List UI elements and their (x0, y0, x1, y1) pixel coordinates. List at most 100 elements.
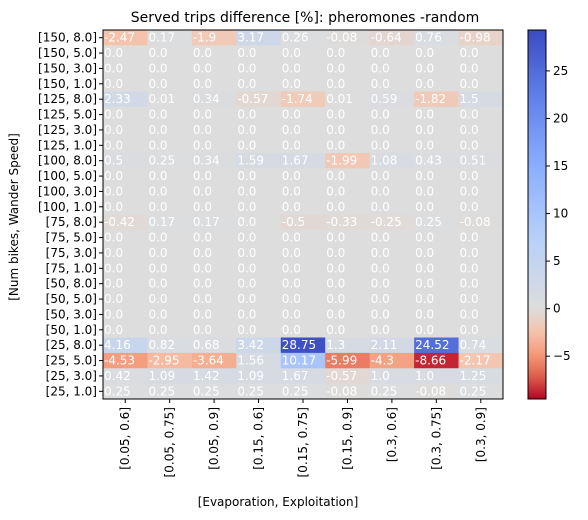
heatmap-cell (191, 260, 237, 277)
x-tick-label: [0.15, 0.75] (296, 407, 310, 477)
heatmap-cell (280, 137, 326, 154)
cell-value-label: 0.0 (460, 184, 479, 198)
heatmap-cell (191, 245, 237, 262)
heatmap-cell (103, 199, 148, 215)
cell-value-label: 0.0 (104, 292, 123, 306)
cell-value-label: 0.0 (237, 231, 256, 245)
heatmap-cell (147, 245, 193, 262)
cell-value-label: 0.0 (460, 261, 479, 275)
heatmap-cell (414, 106, 460, 123)
y-tick-label: [100, 5.0] (38, 169, 97, 183)
cell-value-label: 0.25 (148, 384, 175, 398)
cell-value-label: 0.0 (460, 323, 479, 337)
y-tick-label: [125, 1.0] (38, 138, 97, 152)
heatmap-cell (191, 30, 237, 46)
cell-value-label: 0.0 (282, 61, 301, 75)
cell-value-label: -5.99 (326, 354, 357, 368)
cell-value-label: -0.25 (371, 215, 402, 229)
cell-value-label: 0.0 (148, 307, 167, 321)
heatmap-cell (280, 214, 326, 231)
heatmap-cell (147, 153, 193, 169)
heatmap-cell (369, 291, 415, 308)
cell-value-label: 0.0 (371, 61, 390, 75)
heatmap-cell (414, 337, 460, 354)
heatmap-cell (191, 199, 237, 215)
cell-value-label: 0.0 (326, 231, 345, 245)
heatmap-cell (414, 322, 460, 338)
cell-value-label: 0.0 (104, 200, 123, 214)
heatmap-cell (369, 199, 415, 215)
heatmap-cells (103, 30, 504, 400)
heatmap-cell (458, 276, 504, 292)
cell-value-label: 0.0 (371, 77, 390, 91)
heatmap-cell (103, 214, 148, 231)
cell-value-label: 0.0 (282, 77, 301, 91)
heatmap-cell (103, 168, 148, 185)
cell-value-label: 0.0 (371, 307, 390, 321)
cell-value-label: 0.0 (460, 123, 479, 137)
cell-value-label: 3.42 (237, 338, 264, 352)
heatmap-cell (369, 322, 415, 338)
heatmap-cell (147, 45, 193, 62)
cell-value-label: 0.0 (415, 292, 434, 306)
heatmap-cell (103, 229, 148, 246)
y-tick-label: [150, 3.0] (38, 61, 97, 75)
cell-value-label: -4.53 (104, 354, 135, 368)
cell-value-label: 0.0 (460, 77, 479, 91)
heatmap-cell (414, 229, 460, 246)
heatmap-cell (103, 337, 148, 354)
cell-value-label: 0.0 (282, 292, 301, 306)
cell-value-label: 0.0 (282, 46, 301, 60)
cell-value-label: -0.42 (104, 215, 135, 229)
heatmap-cell (458, 137, 504, 154)
cell-value-label: 0.0 (282, 323, 301, 337)
heatmap-cell (236, 137, 282, 154)
heatmap-cell (414, 76, 460, 92)
cell-value-label: -0.08 (415, 384, 446, 398)
cell-value-label: 0.0 (193, 77, 212, 91)
cell-value-label: -0.08 (326, 31, 357, 45)
y-tick-label: [50, 3.0] (46, 307, 97, 321)
heatmap-cell (325, 199, 371, 215)
cell-value-label: 0.0 (237, 277, 256, 291)
cell-value-label: 0.0 (415, 61, 434, 75)
cell-value-label: 0.0 (326, 184, 345, 198)
cell-value-label: 0.0 (460, 46, 479, 60)
heatmap-cell (236, 168, 282, 185)
cell-value-label: 0.0 (193, 169, 212, 183)
cell-value-label: 0.0 (326, 277, 345, 291)
cell-value-label: 0.25 (148, 154, 175, 168)
cell-value-label: 0.0 (237, 138, 256, 152)
heatmap-cell (458, 168, 504, 185)
heatmap-cell (280, 276, 326, 292)
heatmap-cell (236, 229, 282, 246)
cell-value-label: 0.17 (193, 215, 220, 229)
heatmap-cell (325, 91, 371, 108)
heatmap-cell (236, 368, 282, 385)
heatmap-cell (147, 352, 193, 369)
cell-value-label: 0.17 (148, 31, 175, 45)
cell-value-label: 0.0 (415, 323, 434, 337)
cell-value-label: 0.0 (326, 46, 345, 60)
heatmap-cell (236, 30, 282, 46)
heatmap-cell (325, 368, 371, 385)
x-axis-ticks: [0.05, 0.6] [0.05, 0.75] [0.05, 0.9] [0.15,… (118, 399, 488, 477)
heatmap-cell (103, 322, 148, 338)
cell-value-label: -0.5 (282, 215, 305, 229)
cell-value-label: 0.0 (193, 200, 212, 214)
heatmap-cell (147, 291, 193, 308)
cell-value-label: -0.57 (237, 92, 268, 106)
heatmap-cell (458, 199, 504, 215)
cell-value-label: 0.0 (104, 307, 123, 321)
cell-value-label: 0.0 (104, 184, 123, 198)
heatmap-cell (458, 306, 504, 323)
heatmap-cell (236, 153, 282, 169)
heatmap-cell (325, 106, 371, 123)
x-tick-label: [0.05, 0.6] (118, 407, 132, 470)
heatmap-cell (147, 168, 193, 185)
cell-value-label: 0.0 (193, 246, 212, 260)
heatmap-cell (103, 30, 148, 46)
cell-value-label: 0.0 (282, 246, 301, 260)
cell-value-label: 0.74 (460, 338, 487, 352)
cell-value-label: 0.0 (237, 307, 256, 321)
